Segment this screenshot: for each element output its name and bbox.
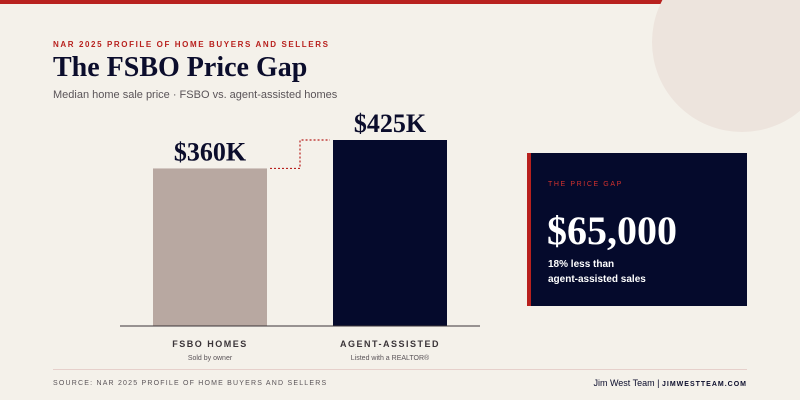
price-gap-card: THE PRICE GAP $65,000 18% less than agen… [527,153,747,306]
page-title: The FSBO Price Gap [53,52,308,83]
category-label: AGENT-ASSISTED [340,339,440,349]
source-note: SOURCE: NAR 2025 PROFILE OF HOME BUYERS … [53,380,328,387]
price-gap-eyebrow: THE PRICE GAP [548,181,623,188]
brand-credit: Jim West Team | JIMWESTTEAM.COM [593,378,747,388]
bar-value-label: $425K [354,109,427,138]
brand-name: Jim West Team | [593,378,660,388]
price-gap-description-line2: agent-assisted sales [548,274,646,285]
page-subtitle: Median home sale price · FSBO vs. agent-… [53,89,338,101]
category-label: FSBO HOMES [172,339,248,349]
brand-site-link[interactable]: JIMWESTTEAM.COM [662,381,747,388]
eyebrow-label: NAR 2025 PROFILE OF HOME BUYERS AND SELL… [53,40,330,49]
price-gap-connector [270,139,330,170]
price-gap-description-line1: 18% less than [548,259,615,270]
category-sublabel: Listed with a REALTOR® [351,354,430,362]
bar-value-label: $360K [174,137,247,166]
category-sublabel: Sold by owner [188,355,233,362]
footer-divider [53,369,747,370]
bar-fsbo [153,168,267,326]
top-accent-bar [0,0,800,4]
price-gap-description: 18% less than agent-assisted sales [548,257,728,287]
bar-agent-assisted [333,140,447,326]
price-gap-value: $65,000 [547,208,677,253]
